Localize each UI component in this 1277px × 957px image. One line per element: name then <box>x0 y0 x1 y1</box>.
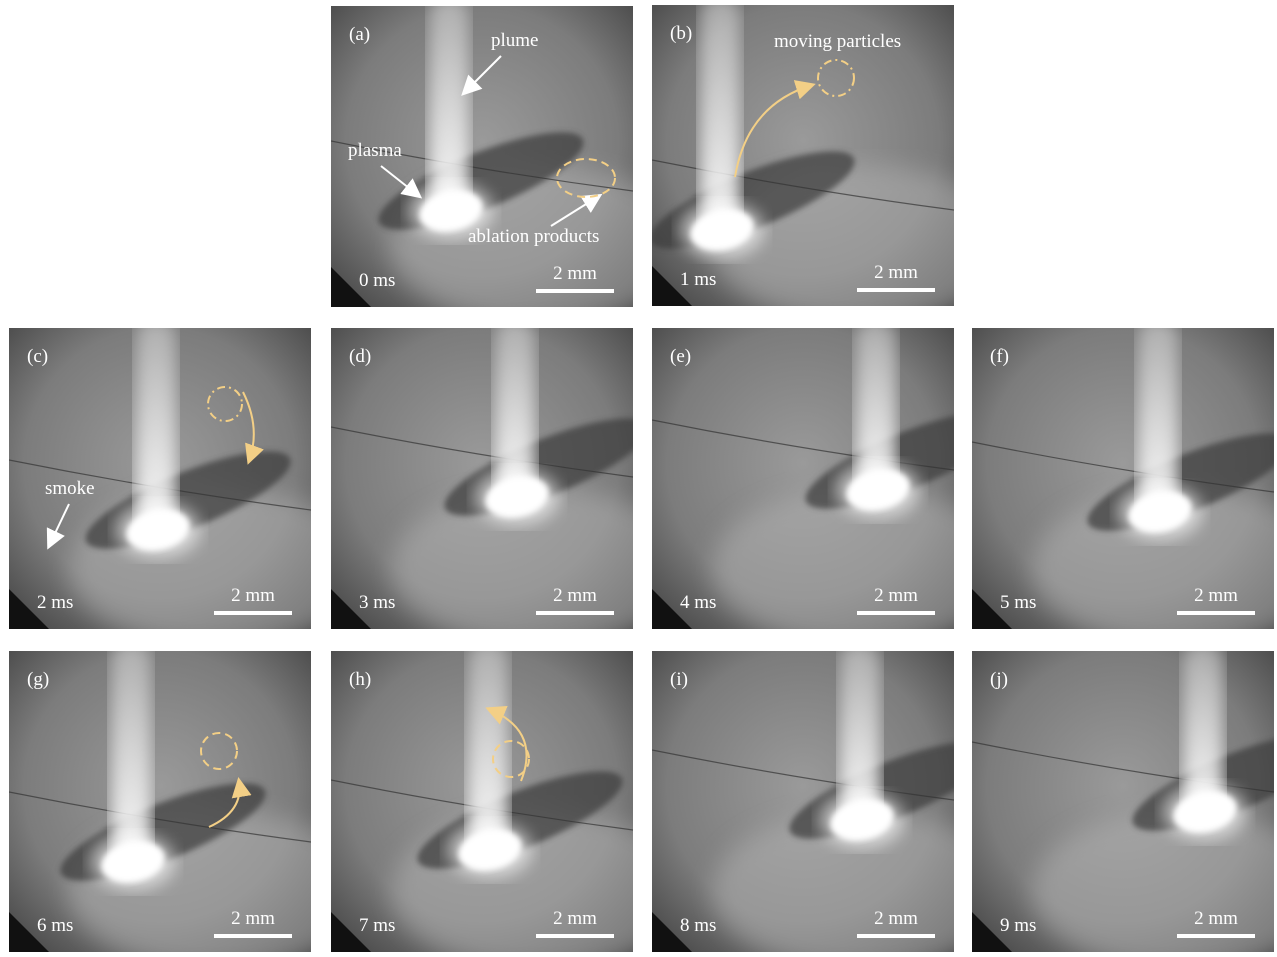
time-label: 9 ms <box>1000 915 1036 936</box>
time-label: 0 ms <box>359 270 395 291</box>
scale-label: 2 mm <box>874 262 918 283</box>
time-label: 8 ms <box>680 915 716 936</box>
panel: (c) 2 ms 2 mm smoke <box>9 318 369 648</box>
panel: (d) 3 ms 2 mm <box>331 318 691 648</box>
figure: (a)0 ms2 mmplumeplasmaablation products(… <box>0 0 1277 952</box>
scale-label: 2 mm <box>231 585 275 606</box>
scale-label: 2 mm <box>553 263 597 284</box>
scale-label: 2 mm <box>231 908 275 929</box>
panel-label: (c) <box>27 346 48 367</box>
annotation: smoke <box>45 478 95 499</box>
panel-label: (d) <box>349 346 371 367</box>
plume <box>111 641 151 862</box>
photo <box>331 641 691 952</box>
scale-label: 2 mm <box>1194 585 1238 606</box>
photo <box>652 641 1012 952</box>
annotation: ablation products <box>468 226 599 247</box>
annotation: plasma <box>348 140 402 161</box>
panel: (h) 7 ms 2 mm <box>331 641 691 952</box>
time-label: 3 ms <box>359 592 395 613</box>
panel-label: (a) <box>349 24 370 45</box>
scale-label: 2 mm <box>874 585 918 606</box>
panel-label: (g) <box>27 669 49 690</box>
plume <box>429 0 469 211</box>
plume <box>1138 318 1178 512</box>
time-label: 5 ms <box>1000 592 1036 613</box>
scale-label: 2 mm <box>1194 908 1238 929</box>
annotation: moving particles <box>774 31 901 52</box>
panel-label: (f) <box>990 346 1009 367</box>
plume <box>136 318 176 530</box>
panel-label: (j) <box>990 669 1008 690</box>
panel-label: (b) <box>670 23 692 44</box>
panel: (e) 4 ms 2 mm <box>652 318 1020 648</box>
panel: (a) 0 ms 2 mm plume plasma ablation products <box>331 0 691 326</box>
annotation: plume <box>491 30 539 51</box>
photo <box>9 641 369 952</box>
time-label: 4 ms <box>680 592 716 613</box>
panel-label: (e) <box>670 346 691 367</box>
scale-label: 2 mm <box>553 585 597 606</box>
time-label: 6 ms <box>37 915 73 936</box>
plume <box>700 0 740 230</box>
plume <box>468 641 508 850</box>
panel: (b) 1 ms 2 mm moving particles <box>640 0 1012 325</box>
time-label: 2 ms <box>37 592 73 613</box>
time-label: 7 ms <box>359 915 395 936</box>
scale-label: 2 mm <box>553 908 597 929</box>
panel: (i) 8 ms 2 mm <box>652 641 1012 952</box>
panel: (g) 6 ms 2 mm <box>9 641 369 952</box>
time-label: 1 ms <box>680 269 716 290</box>
panel-label: (i) <box>670 669 688 690</box>
panel-label: (h) <box>349 669 371 690</box>
panel: (f) 5 ms 2 mm <box>972 318 1277 648</box>
scale-label: 2 mm <box>874 908 918 929</box>
panel: (j) 9 ms 2 mm <box>972 641 1277 952</box>
photo <box>972 641 1277 952</box>
